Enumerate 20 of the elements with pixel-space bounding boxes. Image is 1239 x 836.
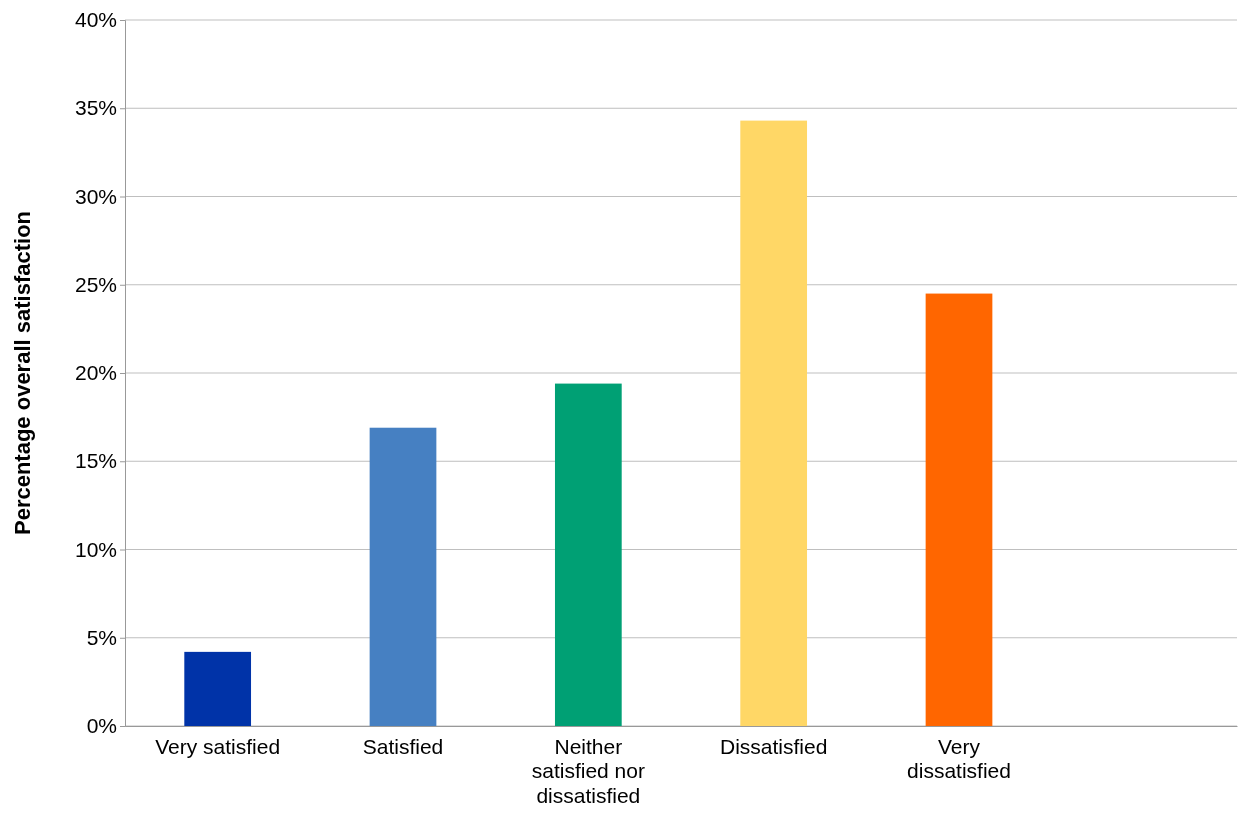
x-tick-label: Dissatisfied bbox=[719, 735, 828, 759]
y-tick-label: 25% bbox=[74, 272, 117, 296]
x-tick-label: Very dissatisfied bbox=[907, 735, 1011, 783]
bar bbox=[740, 120, 808, 726]
bar bbox=[369, 427, 437, 726]
x-tick-label: Satisfied bbox=[362, 735, 444, 759]
y-tick-label: 30% bbox=[74, 184, 117, 208]
bar bbox=[184, 651, 252, 726]
bar bbox=[554, 383, 622, 726]
y-tick-label: 0% bbox=[86, 714, 117, 738]
y-tick-label: 10% bbox=[74, 537, 117, 561]
y-tick-label: 15% bbox=[74, 449, 117, 473]
x-tick-label: Very satisfied bbox=[155, 735, 281, 759]
y-axis-title: Percentage overall satisfaction bbox=[10, 210, 35, 536]
y-tick-label: 40% bbox=[74, 8, 117, 32]
y-tick-label: 20% bbox=[74, 361, 117, 385]
y-tick-label: 5% bbox=[86, 625, 117, 649]
x-tick-label: Neither satisfied nor dissatisfied bbox=[531, 735, 645, 807]
bar bbox=[925, 293, 993, 726]
y-tick-label: 35% bbox=[74, 96, 117, 120]
